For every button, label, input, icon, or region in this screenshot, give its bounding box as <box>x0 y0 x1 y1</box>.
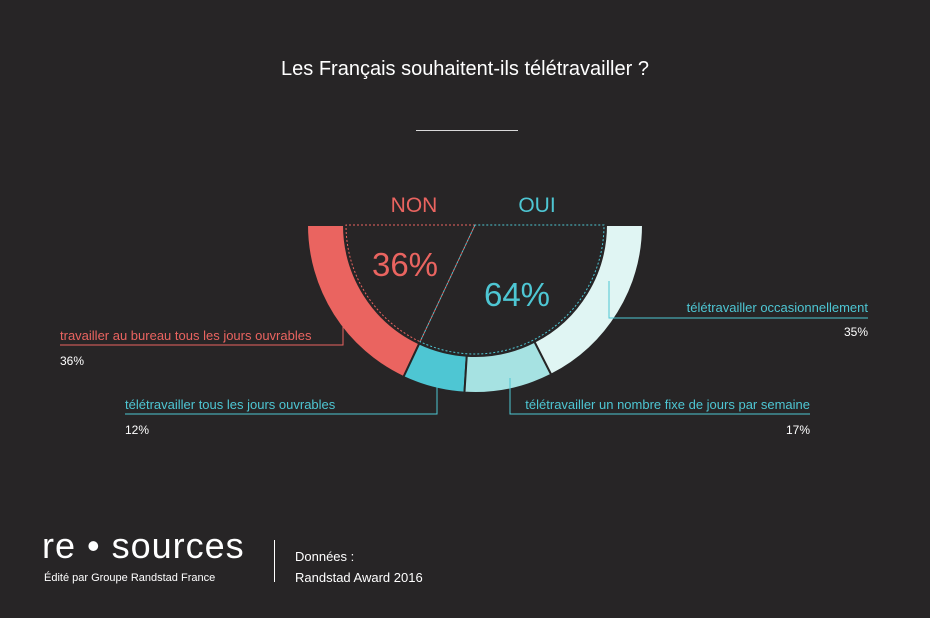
group-value-oui: 64% <box>484 276 550 313</box>
source-label: Données : <box>295 549 355 564</box>
leader-line-tous-les-jours <box>125 378 438 415</box>
non-dashed-outline <box>345 224 476 343</box>
leader-line-nombre-fixe <box>509 378 810 415</box>
segment-value-bureau: 36% <box>60 354 85 368</box>
segment-label-tous-les-jours: télétravailler tous les jours ouvrables <box>125 397 336 412</box>
segment-occasionnellement <box>533 224 645 377</box>
group-value-non: 36% <box>372 246 438 283</box>
segment-label-nombre-fixe: télétravailler un nombre fixe de jours p… <box>525 397 810 412</box>
source-text: Randstad Award 2016 <box>295 570 423 585</box>
segment-label-bureau: travailler au bureau tous les jours ouvr… <box>60 328 312 343</box>
oui-dashed-outline <box>419 224 605 355</box>
group-title-oui: OUI <box>518 194 555 217</box>
segment-value-tous-les-jours: 12% <box>125 423 150 437</box>
segment-value-nombre-fixe: 17% <box>785 423 810 437</box>
resources-logo: re • sources <box>42 525 245 566</box>
segment-value-occasionnellement: 35% <box>843 325 868 339</box>
publisher-text: Édité par Groupe Randstad France <box>44 572 216 584</box>
leader-line-occasionnellement <box>608 281 868 319</box>
chart-title: Les Français souhaitent-ils télétravaill… <box>281 58 649 80</box>
group-title-non: NON <box>391 194 438 217</box>
footer-divider <box>274 540 275 582</box>
segment-label-occasionnellement: télétravailler occasionnellement <box>686 300 868 315</box>
leader-line-bureau <box>60 310 344 346</box>
title-divider <box>416 130 518 131</box>
